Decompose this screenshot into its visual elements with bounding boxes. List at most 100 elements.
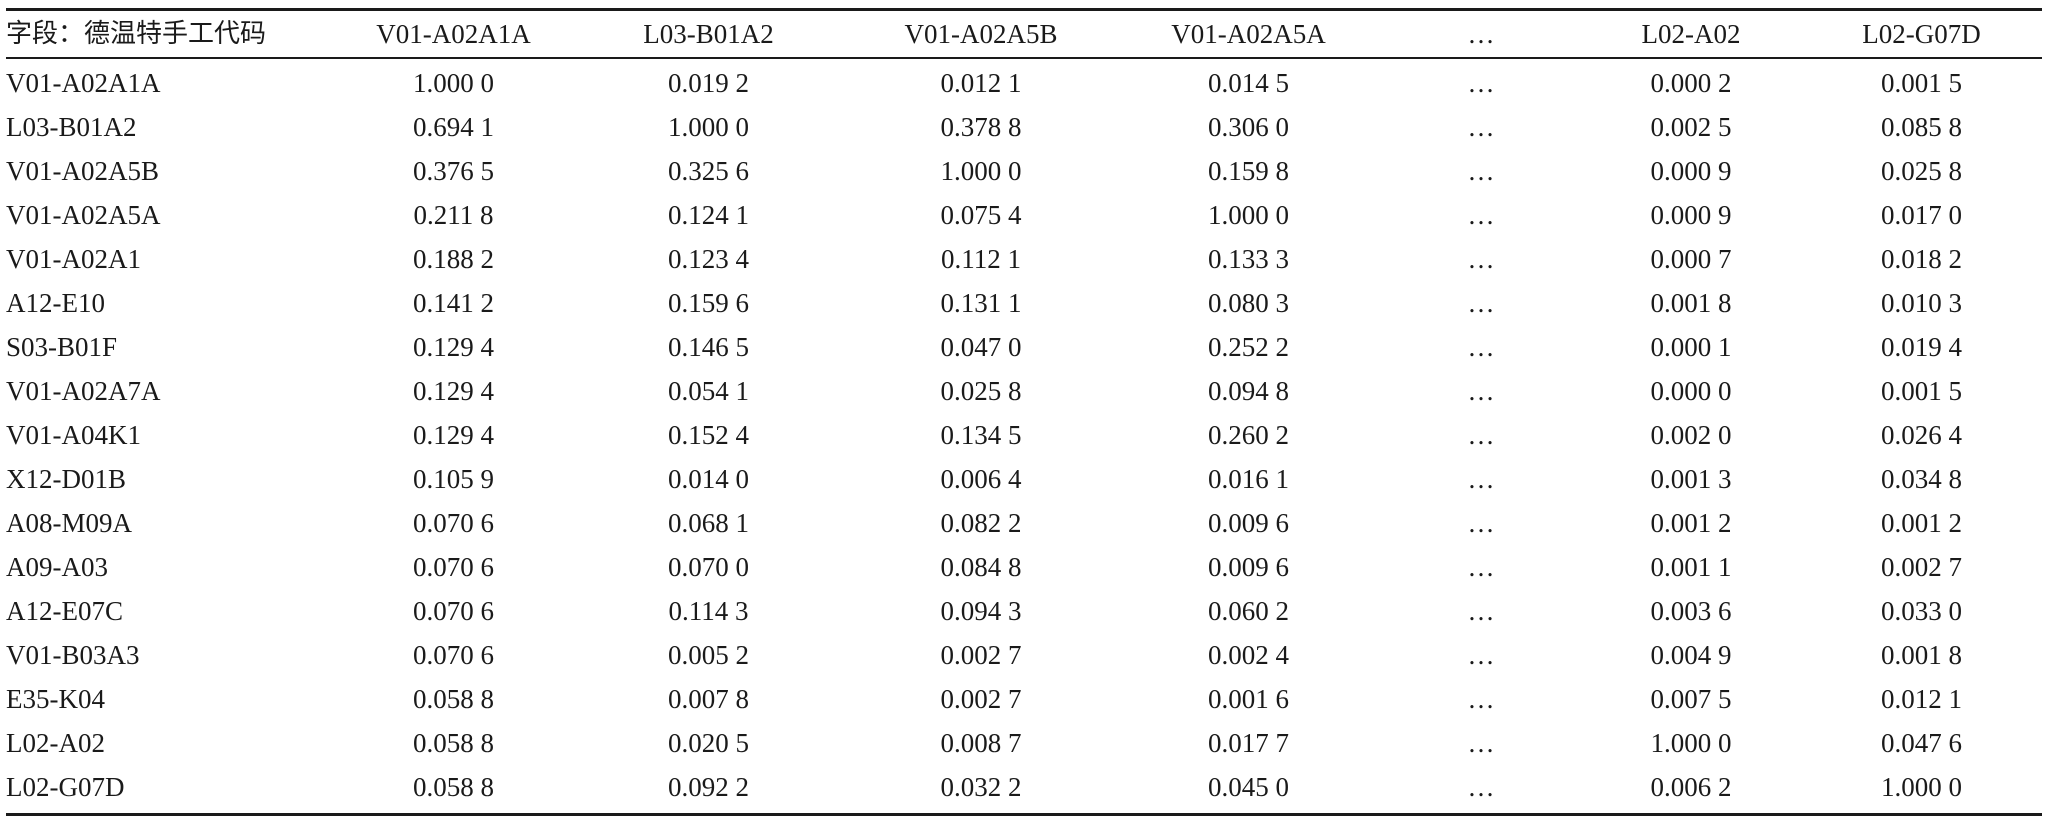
value-cell: 0.094 8	[1208, 376, 1289, 406]
header-cell: V01-A02A5B	[904, 19, 1058, 49]
row-label: A08-M09A	[6, 508, 132, 538]
row-label: E35-K04	[6, 684, 105, 714]
table-row: V01-A02A1A 1.000 0 0.019 2 0.012 1 0.014 5 … 0…	[6, 59, 2042, 105]
header-cell: L02-G07D	[1862, 19, 1981, 49]
value-cell: 0.070 6	[413, 596, 494, 626]
value-cell: 0.378 8	[940, 112, 1022, 142]
value-cell: 0.002 7	[940, 640, 1022, 670]
value-cell: 0.047 6	[1881, 728, 1962, 758]
value-cell: 0.105 9	[413, 464, 494, 494]
ellipsis-cell: …	[1467, 640, 1495, 670]
ellipsis-cell: …	[1467, 684, 1495, 714]
value-cell: 0.026 4	[1881, 420, 1962, 450]
value-cell: 0.002 0	[1650, 420, 1732, 450]
row-label: V01-A02A1A	[6, 68, 161, 98]
value-cell: 0.124 1	[668, 200, 749, 230]
value-cell: 0.017 7	[1208, 728, 1289, 758]
value-cell: 0.114 3	[668, 596, 749, 626]
value-cell: 0.070 6	[413, 552, 494, 582]
value-cell: 0.007 8	[668, 684, 749, 714]
value-cell: 0.010 3	[1881, 288, 1962, 318]
value-cell: 0.001 1	[1650, 552, 1732, 582]
value-cell: 0.000 7	[1650, 244, 1732, 274]
row-label: S03-B01F	[6, 332, 118, 362]
header-cell: L03-B01A2	[643, 19, 774, 49]
value-cell: 0.188 2	[413, 244, 494, 274]
value-cell: 0.001 2	[1881, 508, 1962, 538]
ellipsis-cell: …	[1467, 244, 1495, 274]
table-row: E35-K04 0.058 8 0.007 8 0.002 7 0.001 6 … 0.00…	[6, 677, 2042, 721]
ellipsis-cell: …	[1467, 376, 1495, 406]
value-cell: 0.058 8	[413, 772, 494, 802]
value-cell: 0.017 0	[1881, 200, 1962, 230]
header-cell: V01-A02A5A	[1171, 19, 1326, 49]
value-cell: 0.006 2	[1650, 772, 1732, 802]
value-cell: 0.159 8	[1208, 156, 1289, 186]
correlation-table: 字段：德温特手工代码 V01-A02A1A L03-B01A2 V01-A02A…	[6, 8, 2042, 816]
value-cell: 0.080 3	[1208, 288, 1289, 318]
value-cell: 0.075 4	[940, 200, 1022, 230]
row-label: V01-A02A5B	[6, 156, 159, 186]
value-cell: 0.008 7	[940, 728, 1022, 758]
ellipsis-cell: …	[1467, 200, 1495, 230]
value-cell: 1.000 0	[940, 156, 1022, 186]
row-label: A09-A03	[6, 552, 108, 582]
value-cell: 0.009 6	[1208, 552, 1289, 582]
row-label: V01-B03A3	[6, 640, 140, 670]
ellipsis-cell: …	[1467, 508, 1495, 538]
value-cell: 0.002 7	[1881, 552, 1962, 582]
value-cell: 0.000 9	[1650, 156, 1732, 186]
value-cell: 0.001 5	[1881, 376, 1962, 406]
value-cell: 0.005 2	[668, 640, 749, 670]
ellipsis-cell: …	[1467, 772, 1495, 802]
value-cell: 0.058 8	[413, 728, 494, 758]
table-row: A09-A03 0.070 6 0.070 0 0.084 8 0.009 6 … 0.00…	[6, 545, 2042, 589]
value-cell: 0.129 4	[413, 420, 494, 450]
ellipsis-cell: …	[1467, 596, 1495, 626]
value-cell: 0.092 2	[668, 772, 749, 802]
table-bottom-rule	[6, 813, 2042, 816]
value-cell: 1.000 0	[1650, 728, 1732, 758]
value-cell: 0.211 8	[413, 200, 494, 230]
header-field-label: 字段：德温特手工代码	[6, 19, 267, 49]
value-cell: 0.034 8	[1881, 464, 1962, 494]
row-label: L02-A02	[6, 728, 105, 758]
value-cell: 0.032 2	[940, 772, 1022, 802]
value-cell: 0.000 2	[1650, 68, 1732, 98]
value-cell: 0.146 5	[668, 332, 749, 362]
value-cell: 0.376 5	[413, 156, 494, 186]
value-cell: 0.085 8	[1881, 112, 1962, 142]
table-row: L02-G07D 0.058 8 0.092 2 0.032 2 0.045 0 … 0.0…	[6, 765, 2042, 809]
row-label: V01-A02A1	[6, 244, 141, 274]
value-cell: 0.129 4	[413, 376, 494, 406]
value-cell: 0.001 5	[1881, 68, 1962, 98]
ellipsis-cell: …	[1467, 156, 1495, 186]
value-cell: 0.002 4	[1208, 640, 1289, 670]
value-cell: 0.070 6	[413, 640, 494, 670]
table-row: V01-A02A5B 0.376 5 0.325 6 1.000 0 0.159 8 … 0…	[6, 149, 2042, 193]
value-cell: 0.133 3	[1208, 244, 1289, 274]
value-cell: 0.002 7	[940, 684, 1022, 714]
value-cell: 0.123 4	[668, 244, 749, 274]
value-cell: 0.007 5	[1650, 684, 1732, 714]
value-cell: 0.025 8	[1881, 156, 1962, 186]
row-label: A12-E07C	[6, 596, 123, 626]
row-label: V01-A02A7A	[6, 376, 161, 406]
value-cell: 0.019 2	[668, 68, 749, 98]
ellipsis-cell: …	[1467, 332, 1495, 362]
row-label: V01-A02A5A	[6, 200, 161, 230]
value-cell: 0.068 1	[668, 508, 749, 538]
header-row: 字段：德温特手工代码 V01-A02A1A L03-B01A2 V01-A02A…	[6, 11, 2042, 57]
table-row: L02-A02 0.058 8 0.020 5 0.008 7 0.017 7 … 1.00…	[6, 721, 2042, 765]
table-row: A12-E10 0.141 2 0.159 6 0.131 1 0.080 3 … 0.00…	[6, 281, 2042, 325]
data-table: 字段：德温特手工代码 V01-A02A1A L03-B01A2 V01-A02A…	[6, 11, 2042, 809]
value-cell: 0.006 4	[940, 464, 1022, 494]
ellipsis-cell: …	[1467, 464, 1495, 494]
value-cell: 0.070 0	[668, 552, 749, 582]
ellipsis-cell: …	[1467, 552, 1495, 582]
value-cell: 0.000 9	[1650, 200, 1732, 230]
value-cell: 0.054 1	[668, 376, 749, 406]
header-cell: V01-A02A1A	[376, 19, 531, 49]
value-cell: 0.001 3	[1650, 464, 1732, 494]
table-row: L03-B01A2 0.694 1 1.000 0 0.378 8 0.306 0 … 0.…	[6, 105, 2042, 149]
